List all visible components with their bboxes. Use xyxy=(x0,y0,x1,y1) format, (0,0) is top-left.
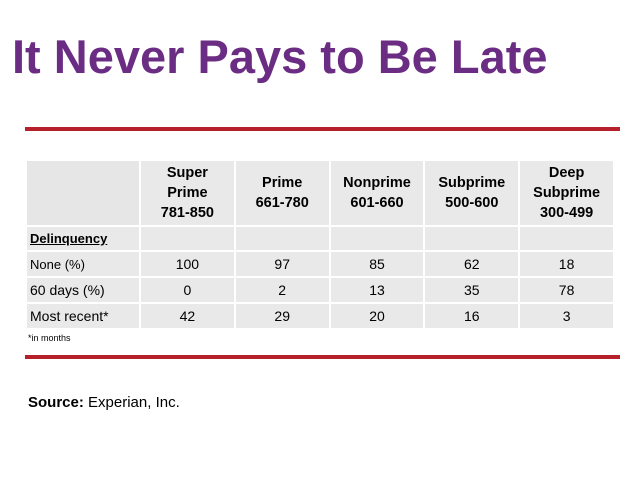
delinquency-table: Super Prime 781-850 Prime 661-780 Nonpri… xyxy=(25,159,615,330)
header-line: 300-499 xyxy=(539,205,594,221)
section-label: Delinquency xyxy=(27,227,139,250)
row-label: 60 days (%) xyxy=(27,278,139,302)
row-label: Most recent* xyxy=(27,304,139,328)
table-cell xyxy=(141,227,234,250)
header-line: Deep xyxy=(548,165,585,181)
table-cell: 35 xyxy=(425,278,519,302)
table-cell xyxy=(330,227,424,250)
table-cell xyxy=(235,227,329,250)
header-line: Subprime xyxy=(438,175,506,191)
footnote: *in months xyxy=(28,333,71,343)
table-cell: 42 xyxy=(141,304,234,328)
table-cell: 3 xyxy=(520,304,613,328)
header-line: Nonprime xyxy=(343,175,411,191)
table-cell: 0 xyxy=(141,278,234,302)
table-cell: 29 xyxy=(235,304,329,328)
header-line: Prime xyxy=(167,185,208,201)
header-line: Super xyxy=(166,165,208,181)
source-text: Experian, Inc. xyxy=(88,394,180,411)
table-cell: 78 xyxy=(520,278,613,302)
bottom-divider xyxy=(25,355,620,359)
table-cell xyxy=(520,227,613,250)
table-cell: 100 xyxy=(141,252,234,276)
header-line: 601-660 xyxy=(350,195,404,211)
table-cell: 2 xyxy=(235,278,329,302)
table-cell: 16 xyxy=(425,304,519,328)
header-line: Prime xyxy=(262,175,303,191)
source-label: Source: xyxy=(28,394,84,411)
table-cell: 18 xyxy=(520,252,613,276)
col-header-deep-subprime: Deep Subprime 300-499 xyxy=(520,161,613,225)
header-line: Subprime xyxy=(533,185,601,201)
table-row: 60 days (%) 0 2 13 35 78 xyxy=(27,278,613,302)
table-row: None (%) 100 97 85 62 18 xyxy=(27,252,613,276)
table-cell: 97 xyxy=(235,252,329,276)
col-header-super-prime: Super Prime 781-850 xyxy=(141,161,234,225)
header-line: 781-850 xyxy=(160,205,214,221)
page-title: It Never Pays to Be Late xyxy=(12,30,548,83)
corner-cell xyxy=(27,161,139,225)
col-header-subprime: Subprime 500-600 xyxy=(425,161,519,225)
table-cell: 13 xyxy=(330,278,424,302)
table-header-row: Super Prime 781-850 Prime 661-780 Nonpri… xyxy=(27,161,613,225)
row-label: None (%) xyxy=(27,252,139,276)
table-row: Most recent* 42 29 20 16 3 xyxy=(27,304,613,328)
table-cell: 20 xyxy=(330,304,424,328)
header-line: 661-780 xyxy=(255,195,309,211)
table-cell: 85 xyxy=(330,252,424,276)
header-line: 500-600 xyxy=(445,195,499,211)
table-cell xyxy=(425,227,519,250)
top-divider xyxy=(25,127,620,131)
section-row: Delinquency xyxy=(27,227,613,250)
col-header-prime: Prime 661-780 xyxy=(235,161,329,225)
col-header-nonprime: Nonprime 601-660 xyxy=(330,161,424,225)
table-cell: 62 xyxy=(425,252,519,276)
source-line: Source: Experian, Inc. xyxy=(28,394,180,411)
